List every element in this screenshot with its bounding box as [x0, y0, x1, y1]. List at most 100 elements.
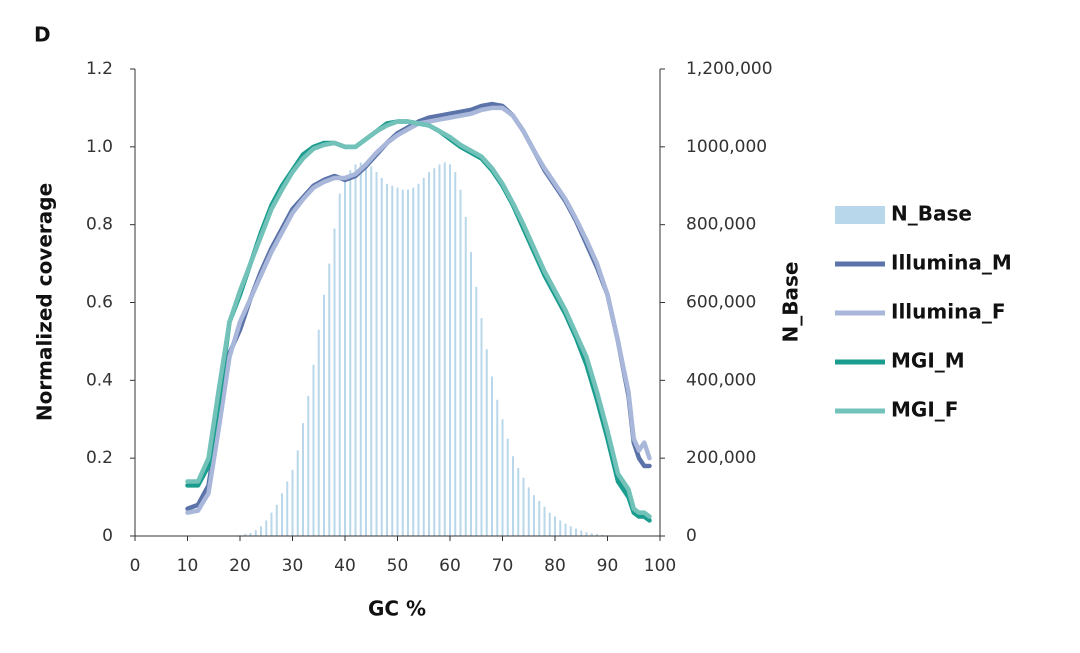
bar — [312, 364, 315, 536]
bar — [422, 177, 425, 536]
y-tick-label: 0 — [102, 526, 113, 546]
x-tick-label: 0 — [130, 556, 141, 576]
bar — [270, 512, 273, 536]
bar — [433, 168, 436, 537]
bar — [480, 318, 483, 536]
y-tick-label: 0.8 — [86, 215, 113, 235]
legend-label: MGI_M — [891, 349, 965, 373]
bar — [359, 162, 362, 536]
bar — [590, 533, 593, 536]
bar — [564, 523, 567, 536]
y-tick-label: 0.4 — [86, 370, 113, 390]
bar — [554, 516, 556, 536]
bar — [391, 185, 394, 536]
bar — [585, 532, 588, 536]
bar — [485, 349, 488, 536]
bar — [428, 172, 430, 537]
bar — [548, 512, 551, 536]
y2-tick-label: 1,200,000 — [686, 59, 773, 79]
bar — [417, 183, 420, 536]
bar — [386, 183, 388, 536]
y2-tick-label: 0 — [686, 526, 697, 546]
bar — [333, 228, 336, 536]
bar — [375, 172, 378, 537]
bar — [286, 481, 289, 536]
bar — [517, 467, 520, 536]
legend-label: N_Base — [891, 202, 972, 226]
x-tick-label: 80 — [544, 556, 566, 576]
bar — [522, 477, 525, 536]
bar — [380, 177, 383, 536]
bar — [338, 193, 341, 537]
bar — [296, 450, 299, 536]
bar — [401, 189, 404, 536]
bar — [506, 438, 509, 536]
bar — [569, 526, 572, 536]
x-tick-label: 60 — [439, 556, 461, 576]
bar — [470, 251, 472, 537]
bar — [291, 469, 294, 536]
bar — [412, 187, 415, 536]
y-tick-label: 0.6 — [86, 293, 113, 313]
bar — [533, 495, 535, 536]
bar — [349, 170, 352, 536]
bar — [244, 534, 247, 536]
bar — [407, 189, 409, 536]
bar — [454, 172, 457, 537]
bar — [249, 532, 252, 536]
bar — [302, 423, 304, 536]
legend-label: MGI_F — [891, 398, 958, 422]
panel-label: D — [34, 23, 51, 47]
bar — [580, 530, 583, 536]
bar — [491, 376, 493, 536]
x-tick-label: 10 — [177, 556, 199, 576]
x-tick-label: 30 — [282, 556, 304, 576]
y2-tick-label: 200,000 — [686, 448, 756, 468]
x-tick-label: 20 — [229, 556, 251, 576]
x-tick-label: 100 — [644, 556, 676, 576]
legend-label: Illumina_F — [891, 300, 1005, 324]
y2-tick-label: 1000,000 — [686, 137, 767, 157]
bar — [323, 294, 325, 536]
bar — [575, 528, 577, 536]
bar — [501, 419, 504, 536]
bar — [260, 526, 262, 536]
bar — [354, 164, 357, 537]
x-tick-label: 90 — [597, 556, 619, 576]
line — [185, 119, 652, 519]
bar — [527, 487, 530, 536]
bar — [265, 520, 268, 536]
bar — [317, 329, 320, 536]
bar — [275, 504, 278, 536]
bar — [438, 164, 441, 537]
y-axis-label: Normalized coverage — [33, 183, 57, 421]
y-tick-label: 0.2 — [86, 448, 113, 468]
y-tick-label: 1.2 — [86, 59, 113, 79]
y-tick-label: 1.0 — [86, 137, 113, 157]
x-tick-label: 70 — [492, 556, 514, 576]
bar — [596, 534, 598, 536]
bar — [601, 534, 604, 536]
line — [185, 105, 652, 515]
bar — [443, 162, 446, 536]
legend-label: Illumina_M — [891, 251, 1012, 275]
bar — [370, 166, 373, 536]
bar — [254, 530, 257, 536]
bar — [543, 506, 546, 536]
bar — [512, 456, 514, 536]
bar — [328, 263, 331, 536]
bar — [307, 395, 310, 536]
bar — [396, 187, 399, 536]
bar — [538, 500, 541, 536]
legend-swatch — [835, 206, 885, 224]
bar — [365, 162, 367, 536]
x-tick-label: 50 — [387, 556, 409, 576]
bar — [281, 493, 283, 536]
y2-tick-label: 800,000 — [686, 215, 756, 235]
y2-axis-label: N_Base — [779, 262, 803, 343]
x-tick-label: 40 — [334, 556, 356, 576]
bar — [464, 216, 467, 536]
bar — [559, 520, 562, 536]
bar — [475, 286, 478, 536]
